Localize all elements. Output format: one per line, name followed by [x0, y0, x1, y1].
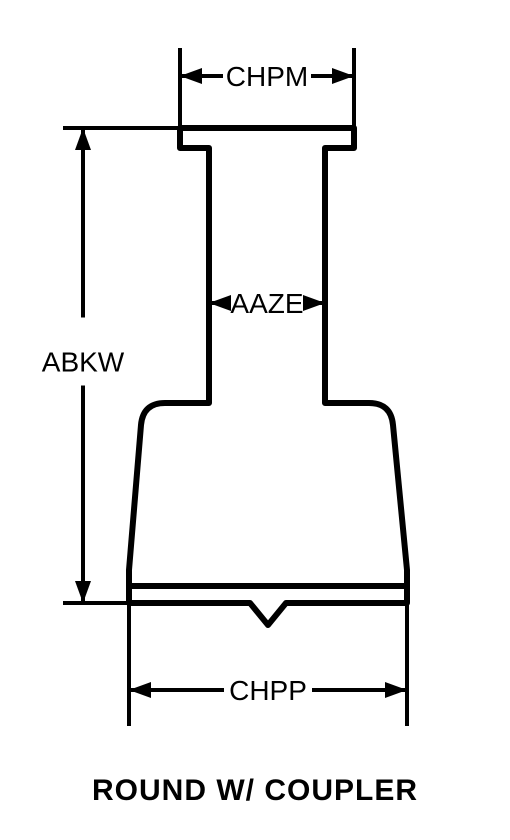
dim-aaze: AAZE — [209, 288, 325, 319]
part-outline — [129, 128, 407, 625]
dim-chpm: CHPM — [180, 61, 354, 92]
figure-caption: ROUND W/ COUPLER — [0, 774, 510, 808]
coupler-outline — [129, 128, 407, 625]
technical-drawing: CHPM AAZE ABKW CHPP — [0, 0, 510, 840]
dim-aaze-label: AAZE — [230, 288, 303, 319]
dim-abkw: ABKW — [42, 128, 125, 603]
dim-chpp-label: CHPP — [229, 675, 307, 706]
dim-abkw-label: ABKW — [42, 347, 125, 378]
dim-chpm-label: CHPM — [226, 61, 308, 92]
dim-chpp: CHPP — [129, 675, 407, 706]
